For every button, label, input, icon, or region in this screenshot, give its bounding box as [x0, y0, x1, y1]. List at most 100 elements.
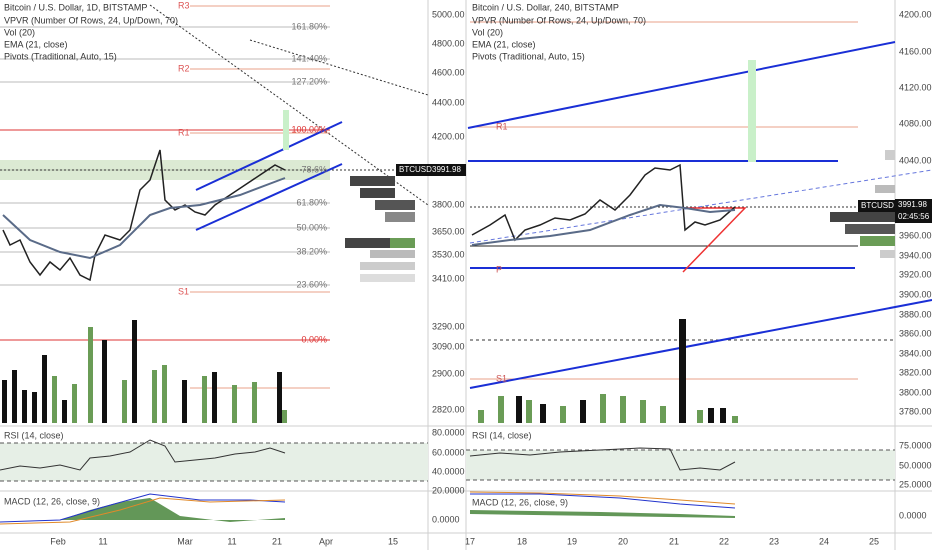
price-axis-label: 4400.00	[432, 97, 465, 107]
price-axis-label: 3820.00	[899, 367, 932, 377]
price-axis-label: 3960.00	[899, 230, 932, 240]
rsi-axis-label: 60.0000	[432, 447, 465, 457]
date-label: 23	[769, 536, 779, 546]
price-axis-label: 4040.00	[899, 155, 932, 165]
trend-line	[249, 39, 429, 96]
symbol-tag-text: BTCUSD	[861, 201, 894, 210]
header-line: EMA (21, close)	[4, 39, 68, 49]
channel	[195, 121, 343, 231]
header-line: Bitcoin / U.S. Dollar, 1D, BITSTAMP	[4, 2, 147, 12]
macd-axis-label: 0.0000	[899, 510, 927, 520]
price-axis-label: 3410.00	[432, 273, 465, 283]
pivot-label: R3	[178, 0, 190, 10]
rsi-bounds	[0, 442, 895, 482]
date-label: 22	[719, 536, 729, 546]
price-axis-label: 3880.00	[899, 309, 932, 319]
trend-line	[469, 169, 932, 244]
price-axis-label: 3940.00	[899, 250, 932, 260]
volume	[2, 320, 287, 423]
price-axis-label: 3800.00	[432, 199, 465, 209]
signal-line	[469, 491, 736, 505]
fib-label: 78.6%	[301, 164, 327, 174]
rsi-axis-label: 25.0000	[899, 479, 932, 489]
date-label: 11	[98, 536, 107, 546]
rsi-label: RSI (14, close)	[472, 430, 532, 440]
symbol-tag-text: BTCUSD	[399, 165, 432, 174]
rsi-band	[466, 450, 895, 480]
pivot-lines	[470, 21, 858, 380]
price-axis-label: 3650.00	[432, 226, 465, 236]
macd-histogram	[0, 498, 285, 522]
symbol-tag	[858, 200, 895, 212]
triangle	[682, 207, 747, 273]
fib-extreme-lines	[0, 129, 330, 341]
volume	[478, 319, 738, 423]
volume-profile	[830, 150, 895, 258]
header-line: Pivots (Traditional, Auto, 15)	[472, 51, 585, 61]
target-box	[748, 60, 756, 162]
price-axis-label: 3920.00	[899, 269, 932, 279]
countdown-text: 02:45:56	[898, 212, 930, 221]
price-axis-label: 4160.00	[899, 46, 932, 56]
signal-line	[0, 497, 286, 525]
price-axis-label: 3090.00	[432, 341, 465, 351]
volume-profile	[345, 176, 415, 282]
header-line: Pivots (Traditional, Auto, 15)	[4, 51, 117, 61]
target-box	[283, 110, 289, 150]
ema	[471, 203, 736, 246]
pivot-label: P	[496, 264, 502, 274]
ema	[2, 177, 286, 260]
price-tag	[895, 199, 932, 223]
pivot-label: R1	[496, 121, 508, 131]
pivot-label: S1	[178, 286, 189, 296]
date-label: 18	[517, 536, 527, 546]
fib-label: 127.20%	[291, 76, 327, 86]
macd-axis-label: 0.0000	[432, 514, 460, 524]
header-line: VPVR (Number Of Rows, 24, Up/Down, 70)	[4, 15, 178, 25]
header-line: Bitcoin / U.S. Dollar, 240, BITSTAMP	[472, 2, 619, 12]
price-axis-label: 3840.00	[899, 348, 932, 358]
price	[471, 163, 736, 242]
date-label: 20	[618, 536, 628, 546]
price-axis-label: 3900.00	[899, 289, 932, 299]
header-line: EMA (21, close)	[472, 39, 536, 49]
fib-label: 0.00%	[301, 334, 327, 344]
header-line: Vol (20)	[472, 27, 503, 37]
rsi-axis-label: 75.0000	[899, 440, 932, 450]
trend-line	[149, 4, 429, 206]
price-tag-text: 3991.98	[898, 200, 927, 209]
rsi-label: RSI (14, close)	[4, 430, 64, 440]
date-label: 21	[669, 536, 679, 546]
price-axis-label: 2820.00	[432, 404, 465, 414]
pivot-label: S1	[496, 373, 507, 383]
price-axis-label: 4200.00	[432, 131, 465, 141]
fib-label: 38.20%	[296, 246, 327, 256]
macd-histogram	[470, 510, 735, 518]
price-axis-label: 4200.00	[899, 9, 932, 19]
date-label: 25	[869, 536, 879, 546]
price-axis-label: 3860.00	[899, 328, 932, 338]
header-line: VPVR (Number Of Rows, 24, Up/Down, 70)	[472, 15, 646, 25]
price-axis-label: 4120.00	[899, 82, 932, 92]
rsi-axis-label: 50.0000	[899, 460, 932, 470]
macd-line	[0, 493, 286, 523]
pivot-label: R2	[178, 63, 190, 73]
fib-label: 100.00%	[291, 124, 327, 134]
pivot-label: R1	[178, 127, 190, 137]
macd-label: MACD (12, 26, close, 9)	[4, 496, 100, 506]
date-label: 15	[388, 536, 398, 546]
date-label: Feb	[50, 536, 66, 546]
header-line: Vol (20)	[4, 27, 35, 37]
macd-label: MACD (12, 26, close, 9)	[472, 497, 568, 507]
fib-label: 141.40%	[291, 53, 327, 63]
price-axis-label: 5000.00	[432, 9, 465, 19]
fib-label: 161.80%	[291, 21, 327, 31]
rsi-axis-label: 40.0000	[432, 466, 465, 476]
price-axis-label: 3780.00	[899, 406, 932, 416]
fib-label: 61.80%	[296, 197, 327, 207]
symbol-tag	[396, 164, 430, 176]
price-tag-text: 3991.98	[432, 165, 461, 174]
date-label: Apr	[319, 536, 333, 546]
rsi-axis-label: 80.0000	[432, 427, 465, 437]
